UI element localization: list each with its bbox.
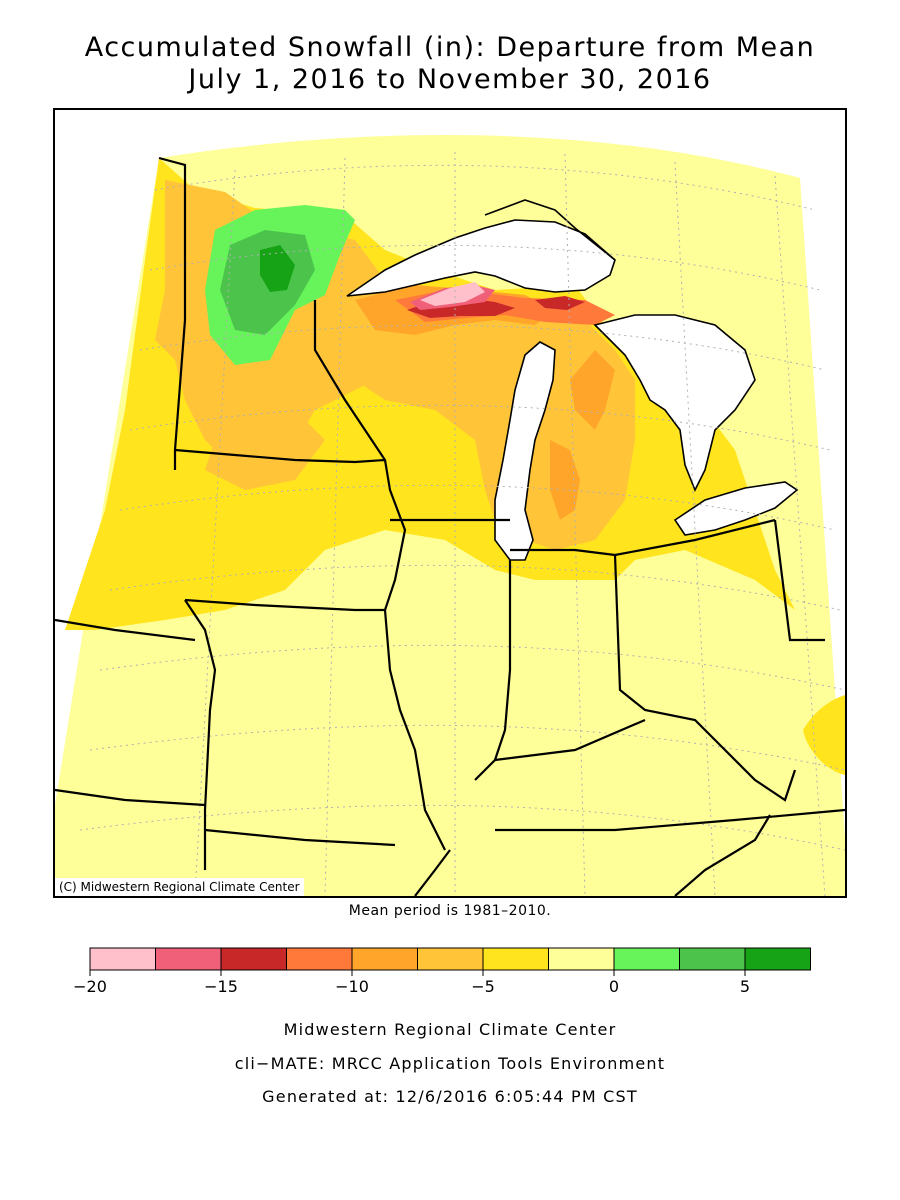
graticule bbox=[79, 152, 845, 896]
contour-band-minus20 bbox=[420, 282, 485, 306]
contour-band-minus10-b bbox=[570, 350, 615, 430]
legend-swatch bbox=[613, 947, 680, 971]
legend-swatch bbox=[548, 947, 615, 971]
lake-huron bbox=[593, 314, 756, 492]
legend-tick-label: 5 bbox=[740, 977, 750, 996]
legend-swatch bbox=[744, 947, 811, 971]
footer-toolset: cli−MATE: MRCC Application Tools Environ… bbox=[234, 1054, 666, 1073]
legend-tick-label: −5 bbox=[471, 977, 495, 996]
legend-tick-label: −15 bbox=[204, 977, 238, 996]
lake-michigan bbox=[494, 341, 556, 561]
legend-swatch bbox=[417, 947, 484, 971]
lake-erie bbox=[673, 481, 799, 536]
legend-swatch bbox=[155, 947, 222, 971]
footer-organization: Midwestern Regional Climate Center bbox=[283, 1020, 617, 1039]
legend-tick-label: 0 bbox=[609, 977, 619, 996]
legend-swatch bbox=[89, 947, 156, 971]
map-copyright: (C) Midwestern Regional Climate Center bbox=[55, 878, 304, 896]
contour-band-minus5-east bbox=[803, 695, 845, 775]
legend-tick-labels: −20 −15 −10 −5 0 5 bbox=[73, 970, 750, 996]
map-title-line1: Accumulated Snowfall (in): Departure fro… bbox=[84, 32, 816, 63]
legend-swatch bbox=[482, 947, 549, 971]
legend-tick-label: −20 bbox=[73, 977, 107, 996]
footer-generated-at: Generated at: 12/6/2016 6:05:44 PM CST bbox=[262, 1087, 638, 1106]
upper-peninsula-outline bbox=[484, 199, 616, 261]
legend-swatch bbox=[679, 947, 746, 971]
legend-swatch bbox=[286, 947, 353, 971]
map-title-line2: July 1, 2016 to November 30, 2016 bbox=[188, 64, 712, 95]
state-boundaries bbox=[55, 156, 845, 896]
contour-band-minus7-5-west bbox=[205, 400, 325, 490]
snowfall-departure-map bbox=[55, 135, 845, 896]
legend-tick-label: −10 bbox=[335, 977, 369, 996]
color-legend: −20 −15 −10 −5 0 5 bbox=[73, 947, 811, 996]
legend-swatch bbox=[351, 947, 418, 971]
mean-period-note: Mean period is 1981–2010. bbox=[348, 903, 552, 919]
legend-swatch bbox=[220, 947, 287, 971]
contour-band-minus10-c bbox=[550, 440, 580, 520]
contour-band-5-7-5 bbox=[260, 245, 295, 292]
legend-swatches bbox=[89, 947, 811, 971]
contour-band-minus15-b bbox=[535, 296, 585, 310]
map-frame bbox=[53, 108, 847, 898]
